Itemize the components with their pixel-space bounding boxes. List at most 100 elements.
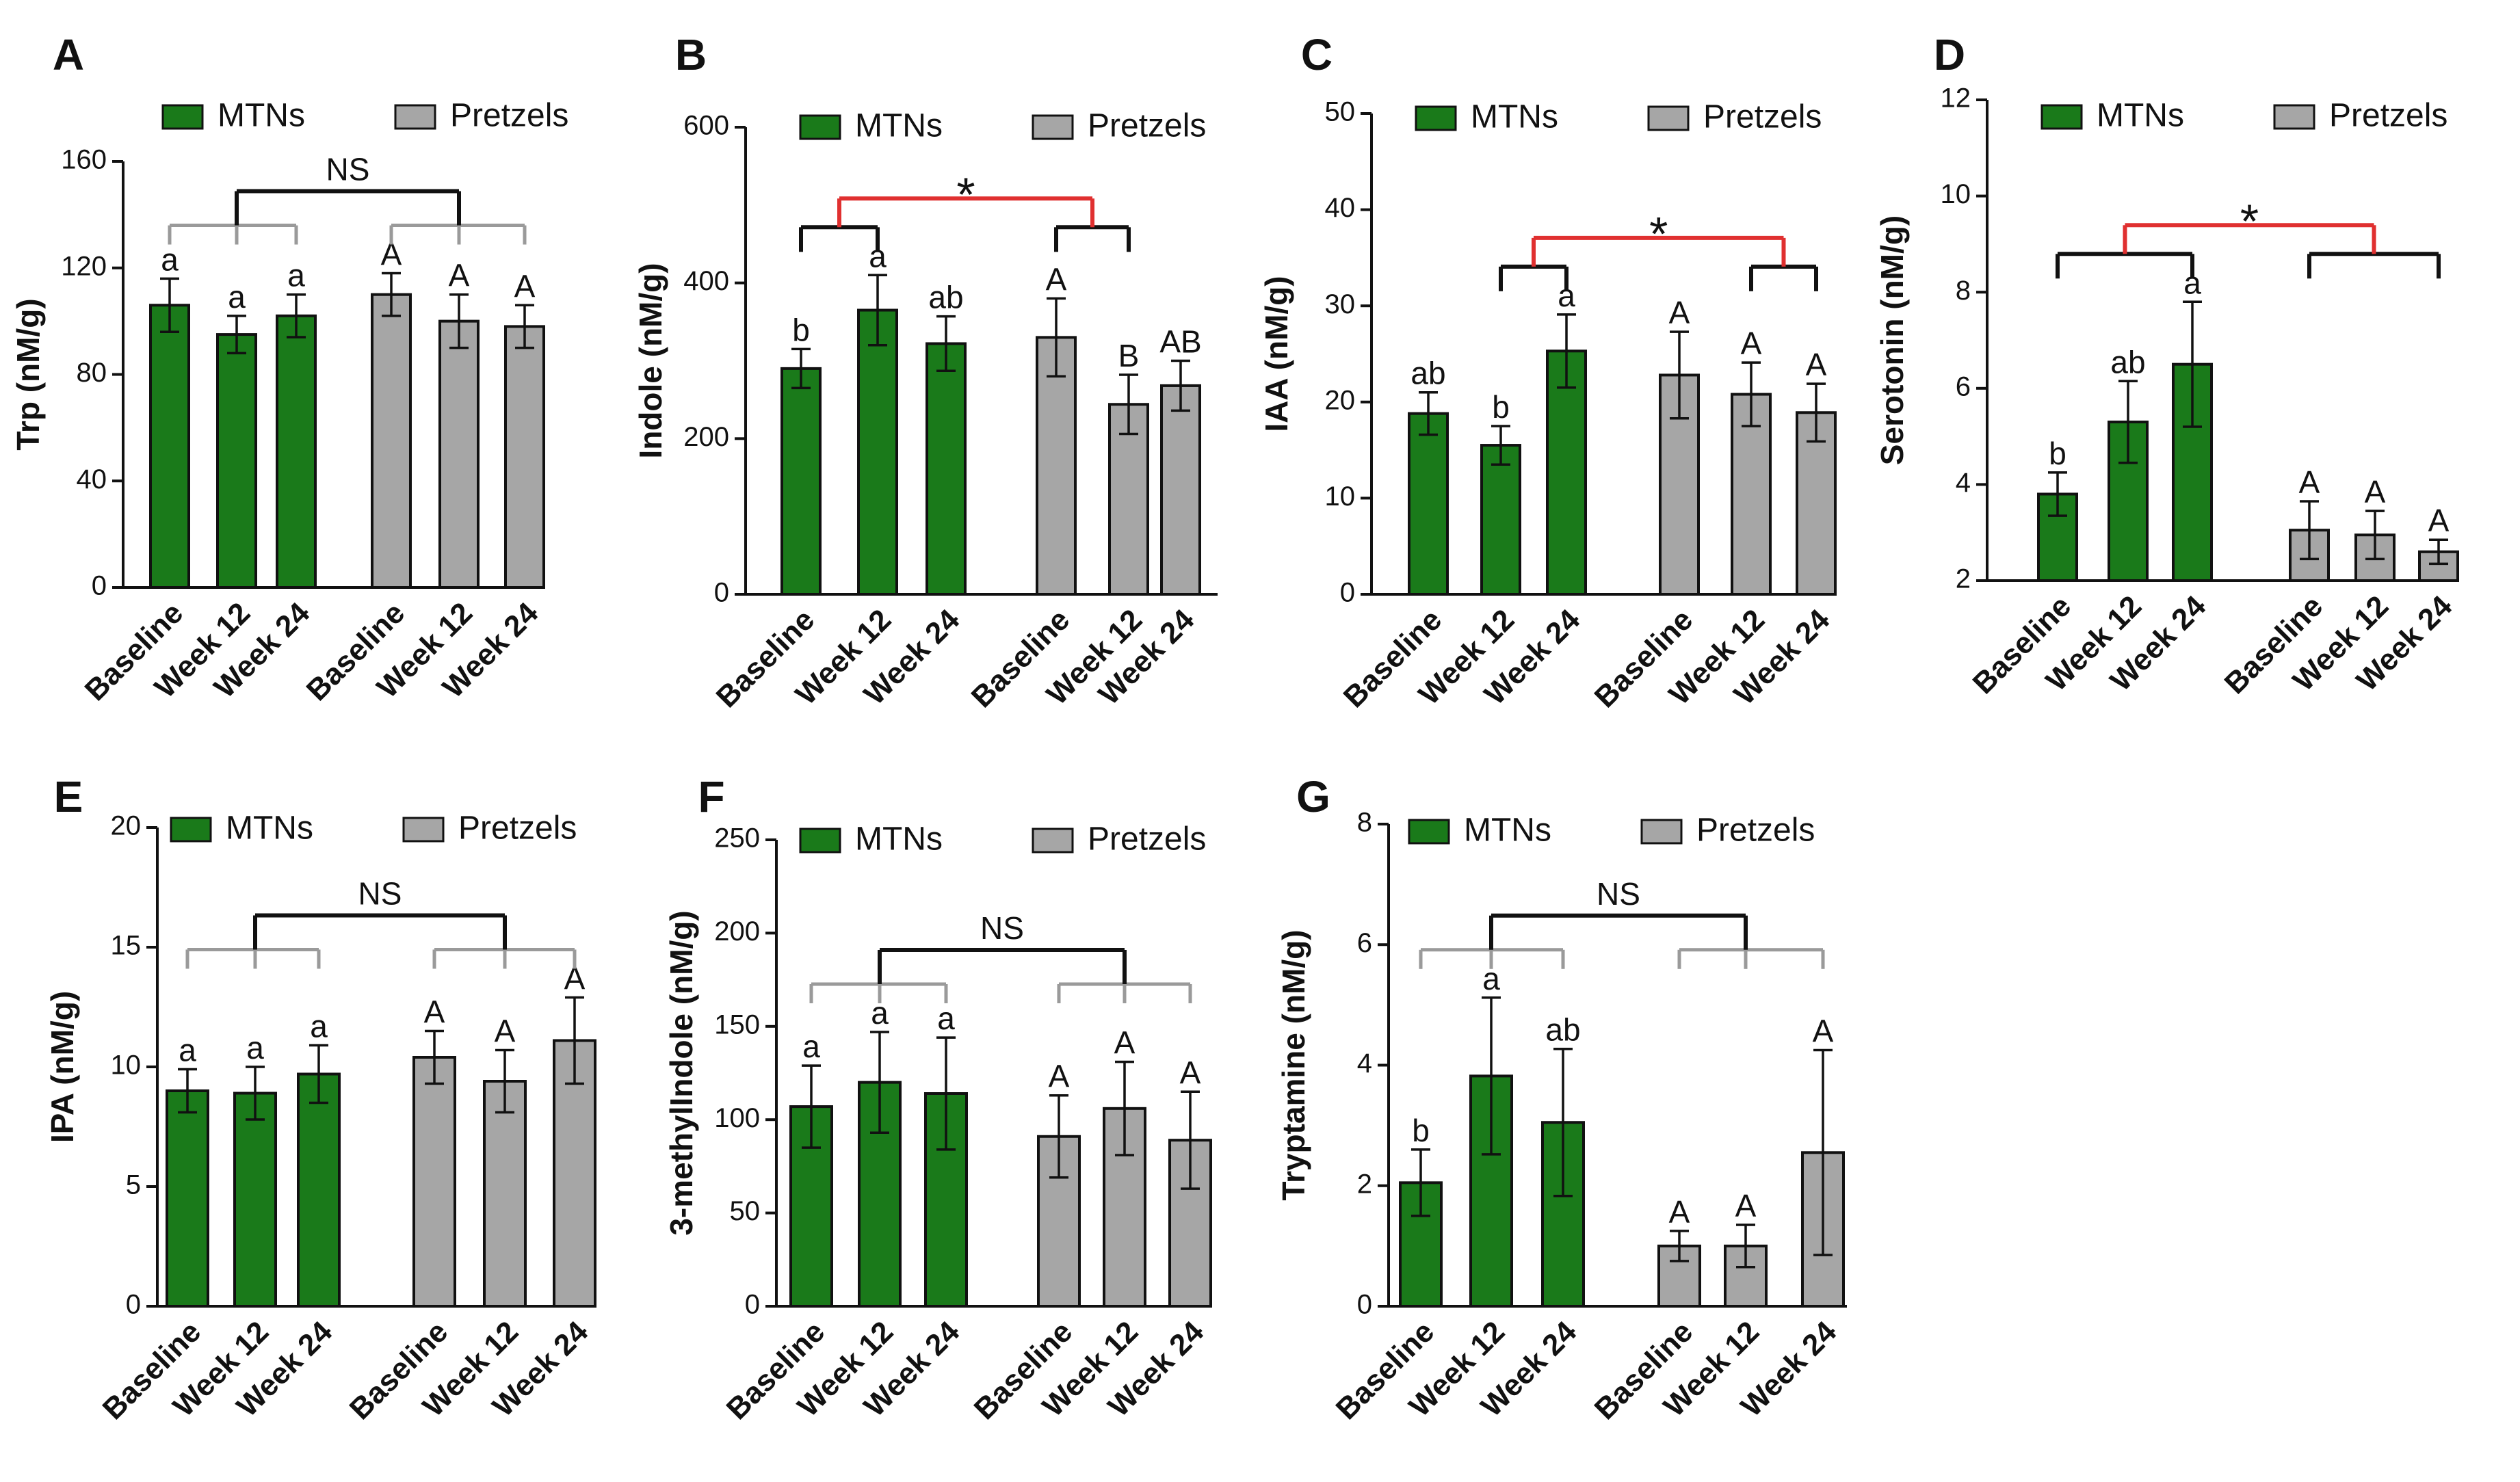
bar-pretzels-0 [371,293,412,589]
y-tick-label: 6 [1956,371,1971,401]
legend-swatch-mtns [2040,104,2083,130]
comparison-label: NS [980,910,1024,946]
y-tick-label: 100 [714,1103,760,1133]
y-tick-label: 15 [111,931,142,961]
legend-label: Pretzels [1088,108,1206,144]
significance-letter: ab [2110,344,2145,380]
significance-letter: a [179,1033,196,1068]
legend: MTNs Pretzels [1408,812,1815,849]
y-tick-label: 6 [1357,928,1372,958]
legend-swatch-mtns [1408,819,1450,845]
significance-letter: AB [1159,324,1201,360]
y-tick-label: 30 [1325,289,1356,319]
significance-letter: A [495,1014,516,1049]
panel-letter: E [54,772,83,821]
bar-pretzels-0 [1036,336,1077,596]
bar-mtns-0 [780,367,822,596]
legend-label: MTNs [855,108,943,144]
y-axis-label: IAA (nM/g) [1259,276,1294,432]
bar-pretzels-2 [1160,384,1201,596]
significance-letter: A [1669,295,1690,330]
panel-letter: A [53,30,84,79]
legend: MTNs Pretzels [2040,98,2447,134]
legend-label: MTNs [218,98,305,134]
legend: MTNs Pretzels [799,108,1206,144]
bar-mtns-0 [166,1089,209,1308]
significance-letter: b [792,312,810,347]
bar-mtns-0 [1408,412,1449,596]
bar-pretzels-0 [412,1056,456,1308]
significance-letter: a [246,1030,264,1066]
legend-label: MTNs [855,821,943,858]
y-tick-label: 10 [1325,481,1356,512]
legend-label: MTNs [1464,812,1551,849]
bar-pretzels-1 [1731,393,1772,596]
legend-label: MTNs [1471,99,1558,135]
y-tick-label: 20 [1325,385,1356,415]
significance-letter: a [287,258,305,293]
panel-letter: C [1301,30,1333,79]
comparison-label: NS [358,876,402,912]
panel-letter: G [1296,772,1330,821]
legend-label: MTNs [2097,98,2184,134]
comparison-label: NS [1597,876,1640,912]
bar-mtns-2 [926,342,967,596]
y-tick-label: 8 [1956,276,1971,306]
panel-letter: B [675,30,707,79]
bar-mtns-2 [276,314,317,589]
y-tick-label: 80 [77,358,107,388]
significance-letter: ab [928,280,963,315]
bar-mtns-1 [1480,444,1521,596]
bar-pretzels-2 [504,325,545,589]
y-tick-label: 250 [714,823,760,854]
significance-letter: A [2299,464,2320,500]
y-tick-label: 12 [1941,83,1971,114]
y-tick-label: 40 [1325,193,1356,223]
legend-swatch-pretzels [402,817,445,843]
comparison-label: * [956,168,975,221]
comparison-label: * [1649,207,1668,261]
y-tick-label: 8 [1357,808,1372,838]
panel-letter: F [698,772,724,821]
significance-letter: b [1412,1113,1430,1148]
legend-swatch-pretzels [1032,828,1074,854]
legend: MTNs Pretzels [170,810,577,847]
significance-letter: b [1492,389,1510,425]
significance-letter: A [1741,326,1762,361]
bar-pretzels-1 [438,319,480,589]
y-tick-label: 40 [77,464,107,494]
bar-mtns-2 [2172,362,2213,583]
legend-label: Pretzels [450,98,568,134]
y-tick-label: 200 [683,422,729,452]
significance-letter: A [2365,474,2386,510]
significance-letter: A [1806,347,1827,382]
legend-swatch-pretzels [1647,105,1690,131]
legend-swatch-pretzels [1640,819,1683,845]
legend: MTNs Pretzels [1415,99,1822,135]
y-axis-label: Trp (nM/g) [10,298,46,450]
y-axis-label: Serotonin (nM/g) [1874,215,1910,465]
legend-swatch-mtns [161,104,204,130]
bar-mtns-2 [297,1072,341,1308]
significance-letter: a [802,1029,820,1064]
significance-letter: ab [1545,1012,1580,1048]
y-tick-label: 5 [126,1170,141,1200]
significance-letter: A [1669,1194,1690,1230]
y-tick-label: 160 [61,145,107,175]
bar-mtns-1 [233,1091,277,1308]
legend: MTNs Pretzels [161,98,568,134]
y-tick-label: 10 [111,1050,142,1081]
significance-letter: a [228,279,246,315]
significance-letter: A [424,994,445,1030]
significance-letter: A [1180,1055,1201,1090]
y-tick-label: 150 [714,1009,760,1040]
significance-letter: A [1046,261,1067,297]
bar-pretzels-1 [483,1080,527,1308]
